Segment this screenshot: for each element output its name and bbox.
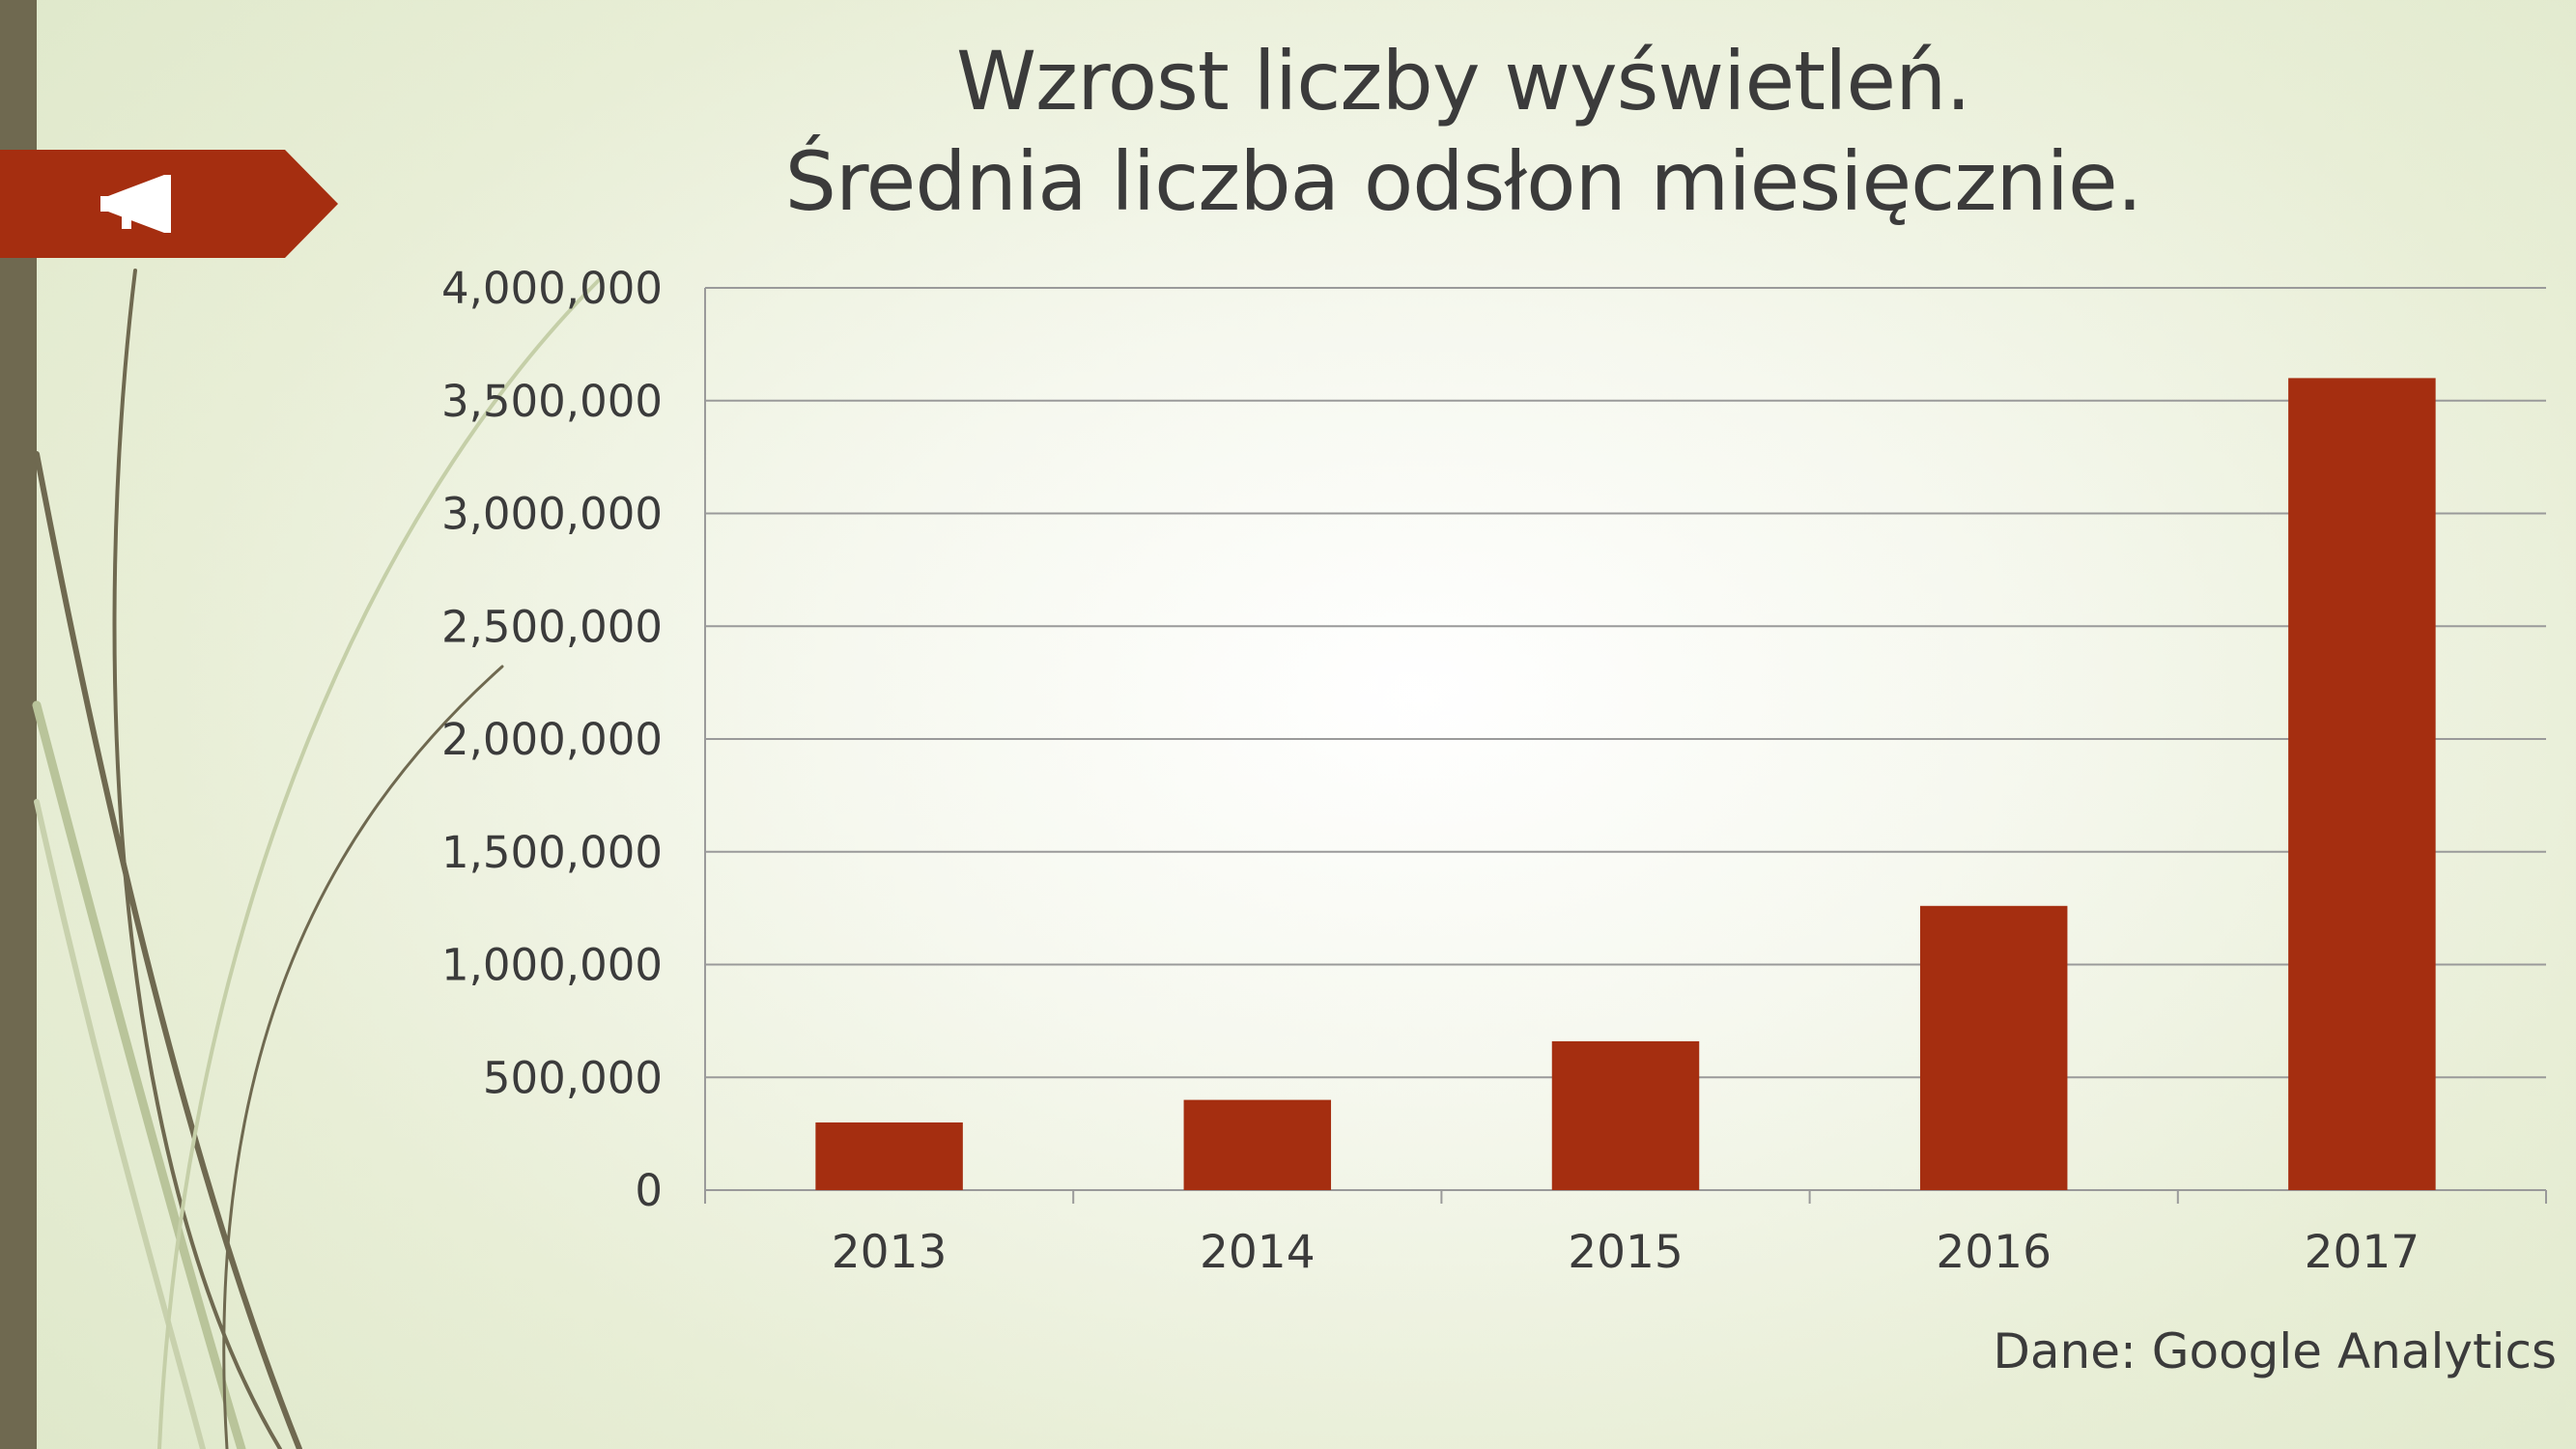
chart-title: Wzrost liczby wyświetleń. — [955, 34, 1971, 128]
y-tick-label: 3,500,000 — [441, 376, 663, 427]
y-tick-label: 2,000,000 — [441, 714, 663, 765]
megaphone-icon — [100, 175, 171, 233]
bar-2017 — [2288, 378, 2436, 1190]
x-tick-label: 2013 — [832, 1226, 948, 1279]
y-tick-label: 1,000,000 — [441, 940, 663, 991]
x-tick-label: 2016 — [1936, 1226, 2052, 1279]
source-note: Dane: Google Analytics — [1993, 1323, 2557, 1379]
y-tick-label: 0 — [635, 1165, 663, 1216]
y-tick-label: 3,000,000 — [441, 489, 663, 540]
y-tick-label: 1,500,000 — [441, 827, 663, 878]
x-tick-label: 2017 — [2305, 1226, 2420, 1279]
bar-2015 — [1551, 1040, 1700, 1190]
chart-title-block: Wzrost liczby wyświetleń. Średnia liczba… — [0, 31, 2576, 232]
bar-2014 — [1183, 1099, 1332, 1190]
bar-2013 — [815, 1122, 963, 1190]
y-tick-label: 2,500,000 — [441, 601, 663, 652]
y-tick-label: 4,000,000 — [441, 263, 663, 314]
decorative-curves — [32, 269, 601, 1449]
bar-2016 — [1919, 905, 2068, 1190]
chart-subtitle: Średnia liczba odsłon miesięcznie. — [784, 134, 2143, 229]
x-tick-label: 2015 — [1568, 1226, 1684, 1279]
y-tick-label: 500,000 — [483, 1052, 663, 1103]
section-banner — [0, 150, 338, 258]
x-tick-label: 2014 — [1200, 1226, 1316, 1279]
